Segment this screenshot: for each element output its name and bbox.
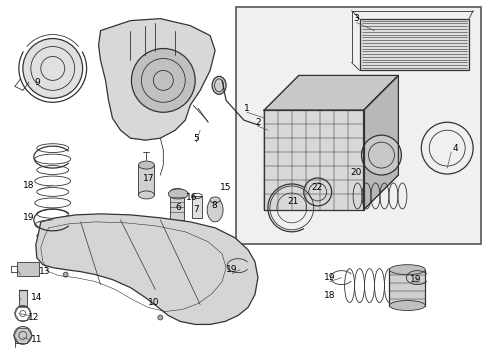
Text: 2: 2	[255, 118, 260, 127]
Circle shape	[23, 39, 82, 98]
Bar	[138, 165, 154, 195]
Bar	[19, 289, 27, 306]
FancyBboxPatch shape	[236, 7, 480, 244]
Text: 19: 19	[409, 275, 420, 284]
Ellipse shape	[138, 191, 154, 199]
Text: 17: 17	[142, 174, 154, 183]
Text: 22: 22	[310, 184, 322, 193]
Text: 6: 6	[175, 203, 181, 212]
Circle shape	[14, 327, 32, 345]
Circle shape	[158, 315, 163, 320]
Bar	[192, 196, 202, 218]
Text: 21: 21	[286, 197, 298, 206]
Text: 9: 9	[34, 78, 40, 87]
Polygon shape	[264, 110, 363, 210]
Text: 19: 19	[323, 273, 335, 282]
Bar	[17, 262, 39, 276]
Text: 13: 13	[39, 267, 50, 276]
Text: 1: 1	[244, 104, 249, 113]
Polygon shape	[264, 75, 398, 110]
Text: 4: 4	[451, 144, 457, 153]
Bar	[359, 19, 468, 71]
Text: 11: 11	[31, 335, 42, 344]
Ellipse shape	[210, 197, 220, 203]
Text: 3: 3	[353, 14, 359, 23]
Text: 20: 20	[349, 167, 361, 176]
Text: 15: 15	[220, 184, 231, 193]
Ellipse shape	[170, 189, 184, 195]
Text: 18: 18	[23, 181, 35, 190]
Polygon shape	[363, 75, 398, 210]
Text: 19: 19	[226, 265, 237, 274]
Text: 5: 5	[193, 134, 199, 143]
Bar	[170, 192, 184, 220]
Ellipse shape	[388, 265, 425, 275]
Text: 12: 12	[28, 313, 40, 322]
Text: 18: 18	[323, 291, 335, 300]
Ellipse shape	[207, 198, 223, 222]
Text: 19: 19	[23, 213, 35, 222]
Circle shape	[131, 49, 195, 112]
Ellipse shape	[138, 161, 154, 169]
Ellipse shape	[388, 301, 425, 310]
Polygon shape	[36, 214, 258, 324]
Ellipse shape	[212, 76, 225, 94]
Circle shape	[361, 135, 401, 175]
Ellipse shape	[168, 189, 188, 199]
Text: 14: 14	[31, 293, 42, 302]
Text: 10: 10	[147, 298, 159, 307]
Text: 8: 8	[211, 201, 217, 210]
Bar	[388, 270, 425, 306]
Text: 16: 16	[186, 193, 198, 202]
Polygon shape	[99, 19, 215, 140]
Circle shape	[63, 272, 68, 277]
Text: 7: 7	[193, 206, 199, 215]
